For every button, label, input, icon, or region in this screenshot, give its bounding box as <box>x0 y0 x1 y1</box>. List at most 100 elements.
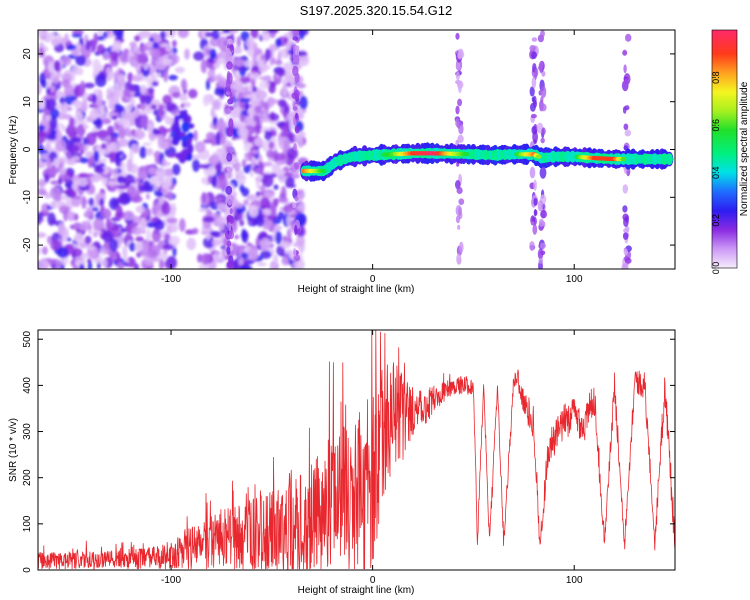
noise-speckle <box>61 105 69 115</box>
noise-speckle <box>137 167 149 181</box>
noise-speckle <box>239 182 245 193</box>
noise-speckle <box>209 48 217 60</box>
noise-speckle <box>217 36 228 51</box>
noise-speckle <box>150 104 157 110</box>
noise-speckle <box>38 212 43 221</box>
streak-speckle <box>226 246 231 255</box>
noise-speckle <box>116 176 127 184</box>
noise-speckle <box>267 215 277 221</box>
noise-speckle <box>175 127 181 137</box>
streak-speckle <box>533 209 537 217</box>
noise-speckle <box>152 128 158 135</box>
noise-speckle <box>38 188 47 193</box>
streak-speckle <box>537 200 544 212</box>
noise-speckle <box>165 161 171 167</box>
streak-speckle <box>622 232 629 240</box>
streak-speckle <box>294 224 298 236</box>
noise-speckle <box>247 247 259 261</box>
noise-speckle <box>149 32 161 46</box>
noise-speckle <box>281 257 290 266</box>
noise-speckle <box>260 237 271 251</box>
streak-speckle <box>540 96 544 103</box>
snr-x-axis: -100 0 100 <box>161 330 583 586</box>
streak-speckle <box>533 100 537 108</box>
noise-speckle <box>156 72 162 78</box>
noise-speckle <box>48 167 58 176</box>
noise-speckle <box>209 231 219 236</box>
noise-speckle <box>272 254 279 265</box>
streak-speckle <box>226 126 234 137</box>
noise-speckle <box>45 133 58 141</box>
noise-speckle <box>146 41 153 48</box>
noise-speckle <box>217 202 227 211</box>
noise-speckle <box>97 35 105 41</box>
streak-speckle <box>226 261 233 268</box>
streak-speckle <box>623 64 627 74</box>
noise-speckle <box>205 132 216 141</box>
streak-speckle <box>456 186 463 195</box>
noise-speckle <box>283 204 294 213</box>
noise-speckle <box>253 48 258 53</box>
noise-speckle <box>165 102 177 112</box>
noise-speckle <box>169 202 177 215</box>
noise-speckle <box>180 78 187 91</box>
noise-speckle <box>144 95 152 105</box>
noise-speckle <box>160 178 172 189</box>
noise-speckle <box>92 202 98 208</box>
noise-speckle <box>58 174 70 179</box>
noise-speckle <box>125 233 130 239</box>
noise-speckle <box>83 210 95 219</box>
noise-speckle <box>38 47 45 58</box>
noise-speckle <box>93 32 99 46</box>
noise-speckle <box>275 153 286 161</box>
noise-speckle <box>105 67 113 82</box>
noise-speckle <box>280 186 287 199</box>
figure-title: S197.2025.320.15.54.G12 <box>300 3 453 18</box>
noise-speckle <box>39 72 46 86</box>
noise-speckle <box>129 97 136 108</box>
noise-speckle <box>247 46 256 57</box>
noise-speckle <box>242 115 253 126</box>
noise-speckle <box>82 124 89 129</box>
noise-speckle <box>207 165 217 177</box>
noise-speckle <box>255 89 268 101</box>
noise-speckle <box>202 216 215 223</box>
noise-speckle <box>180 103 185 109</box>
noise-speckle <box>139 84 147 95</box>
noise-speckle <box>73 223 80 229</box>
noise-speckle <box>157 209 163 218</box>
noise-speckle <box>38 259 50 269</box>
noise-speckle <box>103 50 110 60</box>
noise-speckle <box>118 192 131 206</box>
noise-speckle <box>187 152 193 159</box>
noise-speckle <box>265 48 271 62</box>
noise-speckle <box>164 233 170 241</box>
noise-speckle <box>282 62 295 72</box>
noise-speckle <box>201 191 207 204</box>
noise-speckle <box>219 178 228 191</box>
spectrogram-x-axis: -100 0 100 <box>161 30 583 285</box>
noise-speckle <box>242 133 248 145</box>
noise-speckle <box>71 49 80 56</box>
noise-speckle <box>171 91 182 99</box>
noise-speckle <box>240 265 253 269</box>
noise-speckle <box>243 199 249 206</box>
noise-speckle <box>271 163 282 174</box>
noise-speckle <box>263 188 275 199</box>
streak-speckle <box>294 72 300 84</box>
noise-speckle <box>130 143 140 154</box>
noise-speckle <box>47 212 56 226</box>
noise-speckle <box>198 207 209 213</box>
noise-speckle <box>60 194 69 201</box>
noise-speckle <box>254 105 262 114</box>
noise-speckle <box>192 158 200 172</box>
noise-speckle <box>268 141 275 150</box>
noise-speckle <box>181 121 190 133</box>
noise-speckle <box>280 126 289 132</box>
noise-speckle <box>218 221 225 231</box>
x-tick-label: 0 <box>370 575 376 586</box>
noise-speckle <box>50 108 60 119</box>
noise-speckle <box>236 202 243 209</box>
